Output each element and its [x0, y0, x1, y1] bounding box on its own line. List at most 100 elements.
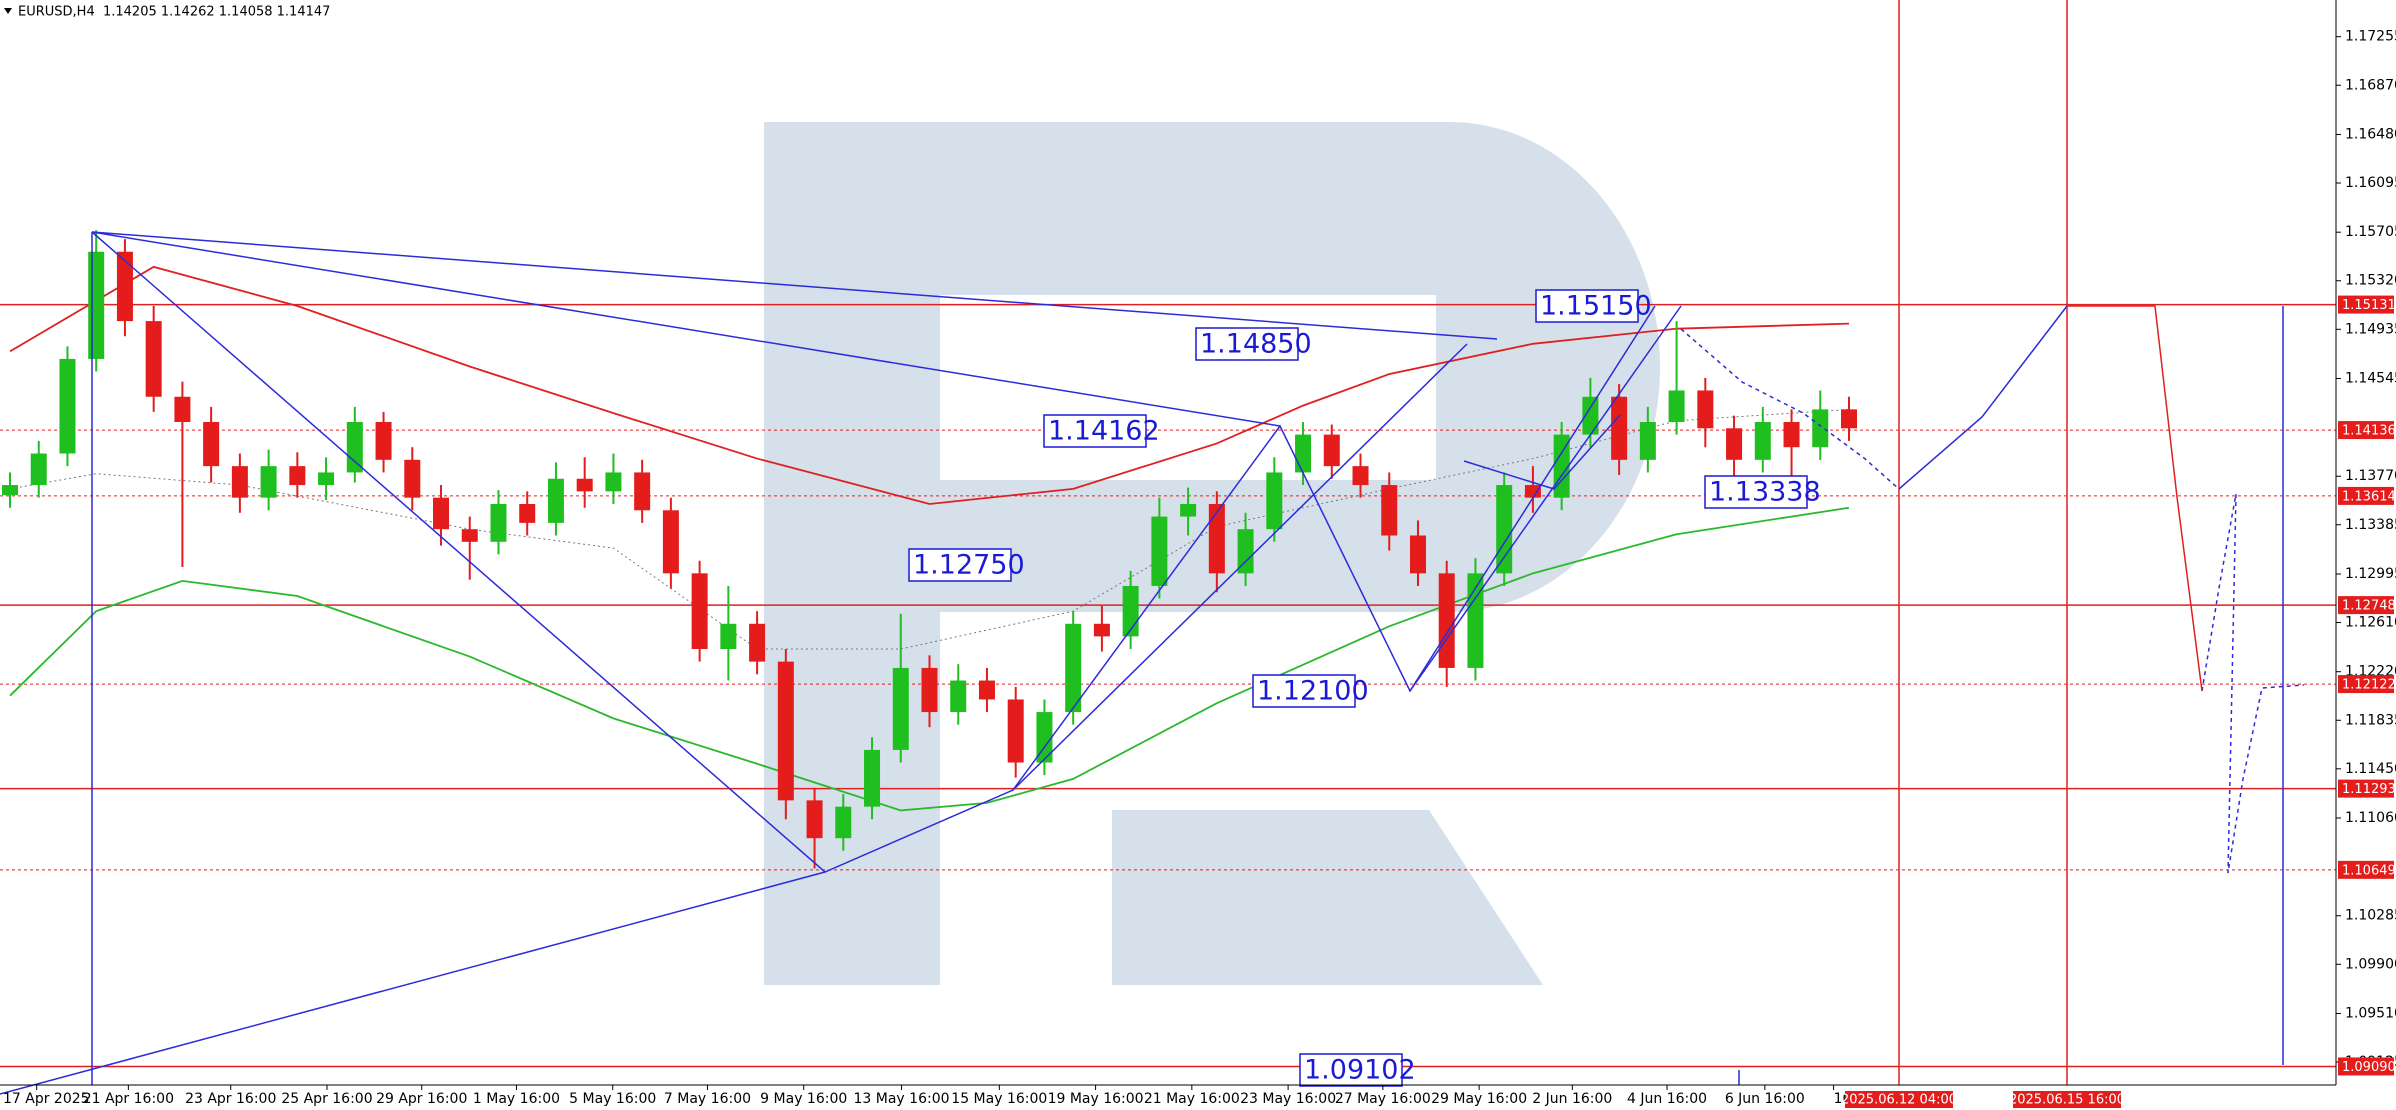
candle-body — [404, 459, 421, 498]
candle-body — [634, 472, 651, 511]
candle-body — [519, 503, 536, 523]
annotation-box — [1704, 475, 1808, 509]
wave-line — [91, 231, 1656, 873]
y-tick-label: 1.11450 — [2345, 761, 2396, 777]
candle-body — [1065, 623, 1082, 713]
x-tick-label: 21 May 16:00 — [1144, 1091, 1240, 1107]
levels — [0, 303, 2336, 1068]
candle-body — [289, 466, 306, 486]
y-tick-label: 1.16095 — [2345, 175, 2396, 191]
level-tag — [2338, 596, 2394, 615]
y-tick-label: 1.09510 — [2345, 1005, 2396, 1021]
x-tick-label: 1 May 16:00 — [473, 1091, 560, 1107]
candle-body — [1841, 409, 1857, 429]
level-tag — [2338, 860, 2394, 879]
indicator-line — [9, 265, 1850, 505]
level-tag — [2338, 295, 2394, 314]
forecast-line — [1738, 305, 2284, 1085]
candle-body — [1381, 485, 1398, 536]
annotation-box — [908, 548, 1012, 582]
time-marker-label: 2025.06.12 04:00 — [1841, 1093, 1957, 1108]
candle-body — [835, 806, 852, 839]
candle-body — [1697, 390, 1714, 429]
x-tick-label: 7 May 16:00 — [664, 1091, 751, 1107]
x-tick-label: 29 May 16:00 — [1431, 1091, 1527, 1107]
candle-body — [892, 667, 909, 750]
indicator-line — [9, 506, 1850, 812]
candle-body — [1352, 466, 1369, 486]
candle-body — [1036, 712, 1053, 763]
candle-body — [1323, 434, 1340, 467]
x-tick-label: 15 May 16:00 — [951, 1091, 1047, 1107]
y-tick-label: 1.10285 — [2345, 908, 2396, 924]
x-tick-label: 5 May 16:00 — [569, 1091, 656, 1107]
y-tick-label: 1.16480 — [2345, 126, 2396, 142]
candle-body — [1409, 535, 1426, 574]
candle-body — [88, 251, 105, 359]
candle-body — [318, 472, 335, 486]
annotation-label: 1.15150 — [1540, 291, 1652, 322]
x-tick-label: 4 Jun 16:00 — [1627, 1091, 1707, 1107]
candle-body — [1180, 503, 1197, 517]
candle-body — [231, 466, 248, 498]
candle-body — [1668, 390, 1685, 422]
candle-body — [921, 667, 938, 713]
x-tick-label: 19 May 16:00 — [1048, 1091, 1144, 1107]
candle-body — [547, 478, 564, 523]
x-tick-label: 17 Apr 2025 — [3, 1091, 90, 1107]
candle-body — [576, 478, 593, 492]
candle-body — [433, 497, 450, 530]
candle-body — [691, 573, 708, 650]
candle-body — [978, 680, 995, 700]
y-tick-label: 1.12610 — [2345, 615, 2396, 631]
candle-body — [605, 472, 622, 492]
annotation-label: 1.13338 — [1709, 477, 1821, 508]
forecast-red — [2067, 305, 2203, 692]
candle-body — [116, 251, 133, 322]
candle-body — [174, 396, 191, 422]
y-tick-label: 1.17255 — [2345, 29, 2396, 45]
candle-body — [1007, 699, 1024, 763]
y-tick-label: 1.14545 — [2345, 370, 2396, 386]
candle-body — [145, 321, 162, 397]
annotation-label: 1.12750 — [913, 550, 1025, 581]
x-tick-label: 2 Jun 16:00 — [1532, 1091, 1612, 1107]
level-tag — [2338, 421, 2394, 440]
annotation-box — [1195, 327, 1299, 361]
candle-body — [950, 680, 967, 713]
chart-header: EURUSD,H4 1.14205 1.14262 1.14058 1.1414… — [18, 5, 330, 20]
annotation-box — [1043, 414, 1147, 448]
trend-line — [0, 231, 1682, 1095]
x-tick-label: 29 Apr 16:00 — [376, 1091, 467, 1107]
candle-body — [346, 421, 363, 473]
y-tick-label: 1.15705 — [2345, 224, 2396, 240]
candle-body — [1151, 516, 1168, 586]
level-label: 1.15131 — [2342, 298, 2396, 313]
candle-body — [1726, 428, 1743, 460]
annotation-box — [1252, 674, 1356, 708]
dropdown-icon — [4, 8, 12, 14]
x-tick-label: 13 May 16:00 — [854, 1091, 950, 1107]
candle-body — [1266, 472, 1283, 530]
level-label: 1.14136 — [2342, 424, 2396, 439]
level-label: 1.13614 — [2342, 489, 2396, 504]
level-label: 1.11293 — [2342, 782, 2396, 797]
y-tick-label: 1.12995 — [2345, 566, 2396, 582]
candle-body — [461, 529, 478, 542]
candle-body — [1754, 421, 1771, 460]
time-marker-tag — [2013, 1091, 2121, 1108]
candle-body — [1496, 485, 1513, 574]
x-tick-label: 27 May 16:00 — [1335, 1091, 1431, 1107]
x-tick-label: 9 May 16:00 — [760, 1091, 847, 1107]
candle-body — [1438, 573, 1455, 668]
level-tag — [2338, 1057, 2394, 1076]
level-label: 1.12748 — [2342, 599, 2396, 614]
level-tag — [2338, 486, 2394, 505]
time-marker-tag — [1845, 1091, 1953, 1108]
level-tag — [2338, 675, 2394, 694]
candle-body — [806, 800, 823, 839]
y-tick-label: 1.11060 — [2345, 810, 2396, 826]
annotation-box — [1535, 289, 1639, 323]
y-tick-label: 1.14935 — [2345, 321, 2396, 337]
